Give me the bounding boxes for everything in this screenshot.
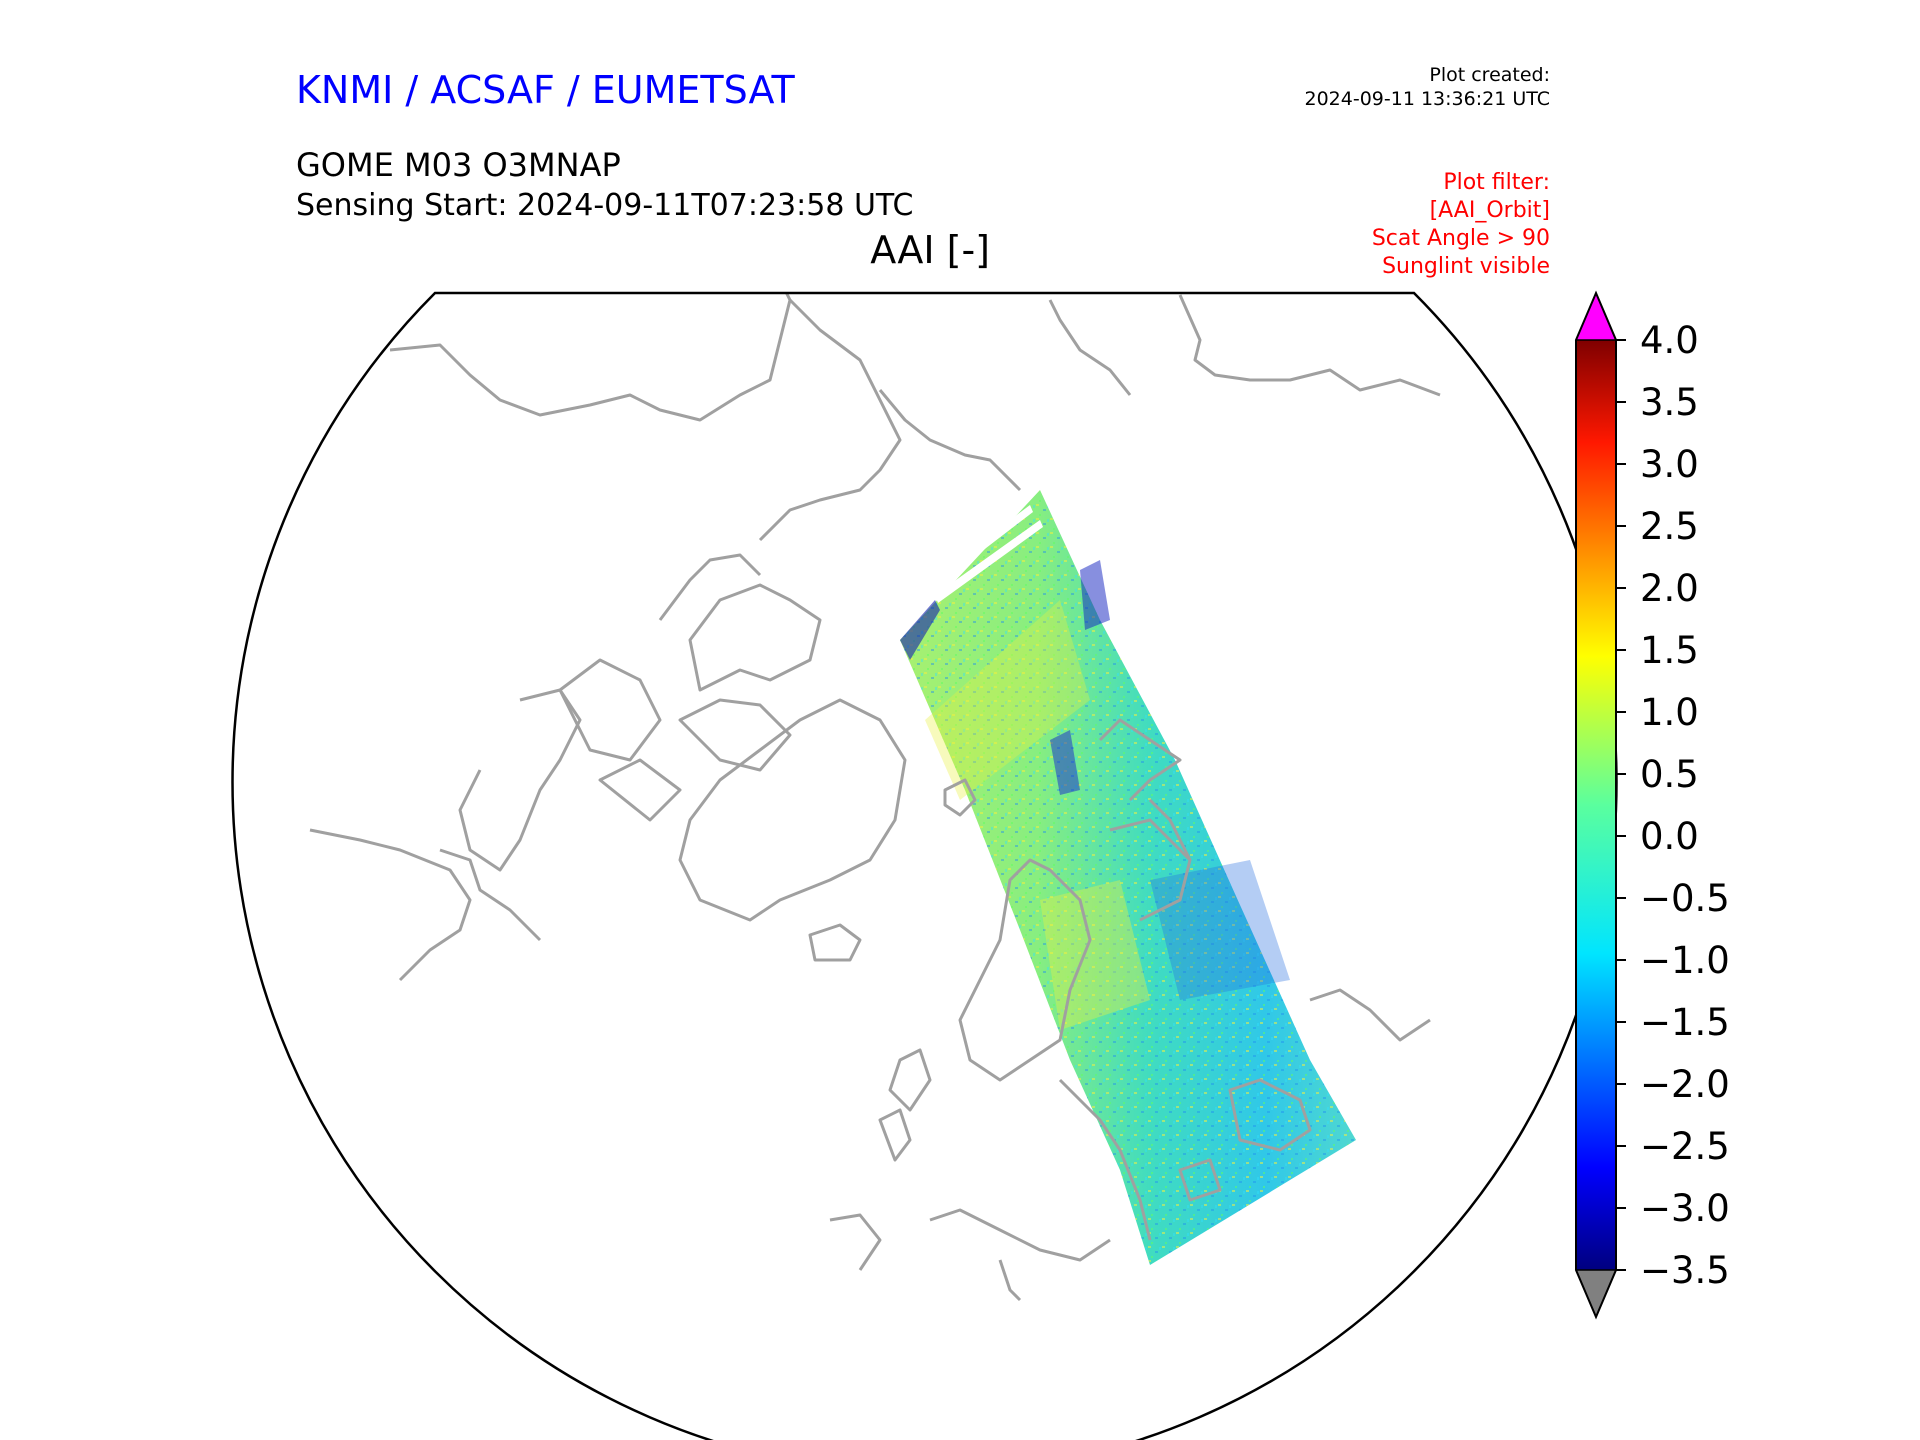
plot-filter-title: Plot filter: bbox=[1443, 170, 1550, 195]
aai-swath bbox=[900, 490, 1356, 1265]
colorbar-tick-label: 3.5 bbox=[1640, 381, 1699, 424]
plot-filter-orbit: [AAI_Orbit] bbox=[1429, 198, 1550, 223]
colorbar-tick-label: −2.0 bbox=[1640, 1063, 1730, 1106]
colorbar-tick-label: −1.0 bbox=[1640, 939, 1730, 982]
colorbar-over-triangle bbox=[1574, 291, 1618, 341]
colorbar-tick-label: 0.0 bbox=[1640, 815, 1699, 858]
colorbar-tick-label: −3.5 bbox=[1640, 1249, 1730, 1292]
coastlines bbox=[309, 293, 1441, 1302]
colorbar-gradient bbox=[1576, 340, 1616, 1270]
colorbar-tick-label: 0.5 bbox=[1640, 753, 1699, 796]
colorbar-tick-label: −1.5 bbox=[1640, 1001, 1730, 1044]
plot-filter-scat-angle: Scat Angle > 90 bbox=[1371, 226, 1550, 251]
colorbar-tick-label: −2.5 bbox=[1640, 1125, 1730, 1168]
plot-created-time: 2024-09-11 13:36:21 UTC bbox=[1304, 88, 1551, 110]
variable-label: AAI [-] bbox=[870, 228, 990, 272]
colorbar-tick-label: 1.0 bbox=[1640, 691, 1699, 734]
colorbar-tick-label: 2.0 bbox=[1640, 567, 1699, 610]
plot-filter-sunglint: Sunglint visible bbox=[1382, 254, 1550, 279]
colorbar: 4.0 3.5 3.0 2.5 2.0 1.5 1.0 0.5 0.0 −0.5 −1.0 −1.5 −… bbox=[1574, 290, 1730, 1320]
sensing-start: Sensing Start: 2024-09-11T07:23:58 UTC bbox=[296, 188, 914, 223]
colorbar-tick-label: 1.5 bbox=[1640, 629, 1699, 672]
plot-created-label: Plot created: bbox=[1429, 64, 1550, 86]
colorbar-tick-label: 4.0 bbox=[1640, 319, 1699, 362]
colorbar-under-triangle bbox=[1574, 1269, 1618, 1319]
colorbar-tick-label: −3.0 bbox=[1640, 1187, 1730, 1230]
product-title: GOME M03 O3MNAP bbox=[296, 146, 621, 184]
colorbar-tick-label: −0.5 bbox=[1640, 877, 1730, 920]
colorbar-tick-label: 3.0 bbox=[1640, 443, 1699, 486]
organisation-title: KNMI / ACSAF / EUMETSAT bbox=[296, 68, 795, 112]
colorbar-tick-label: 2.5 bbox=[1640, 505, 1699, 548]
